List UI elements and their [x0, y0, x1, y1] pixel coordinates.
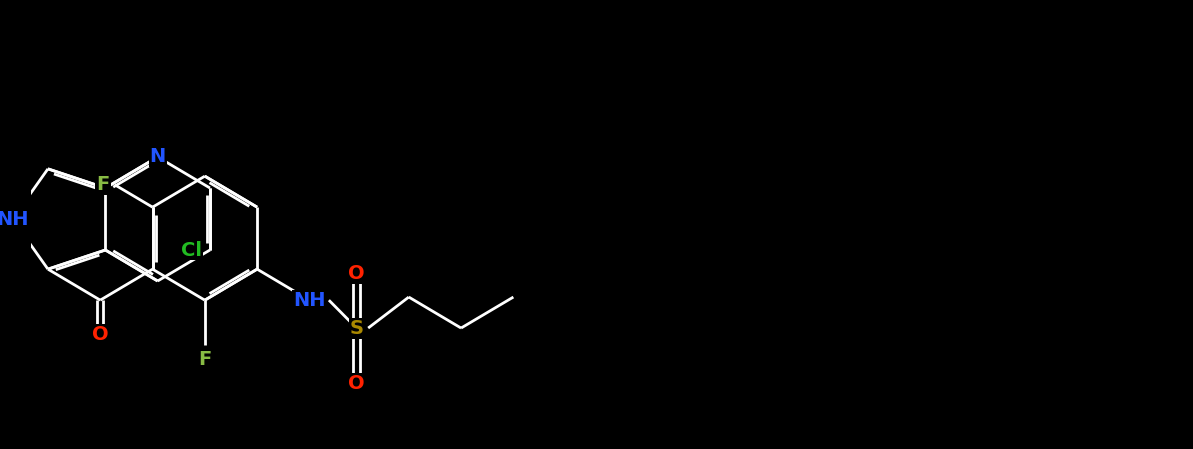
Text: O: O: [348, 264, 365, 282]
Text: N: N: [149, 148, 166, 167]
Text: Cl: Cl: [181, 241, 202, 260]
Text: O: O: [92, 325, 109, 344]
Text: F: F: [97, 175, 110, 194]
Text: S: S: [350, 318, 364, 338]
Text: O: O: [348, 374, 365, 392]
Text: F: F: [198, 350, 211, 369]
Text: NH: NH: [0, 210, 29, 229]
Text: NH: NH: [293, 291, 326, 310]
